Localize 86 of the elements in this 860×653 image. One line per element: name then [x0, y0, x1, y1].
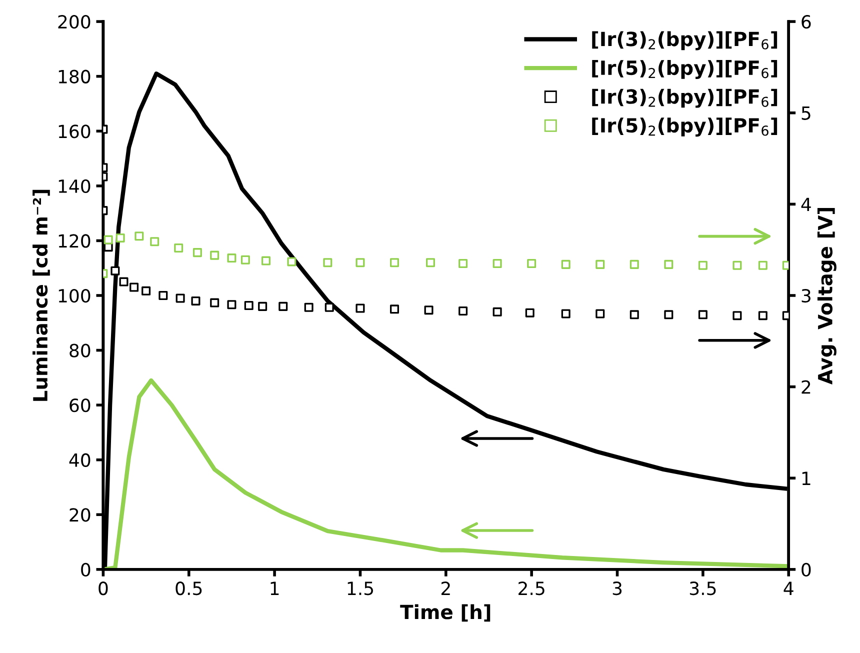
legend-label: [Ir(5)$_{2}$(bpy)][PF$_{6}$]: [592, 60, 778, 80]
point: [390, 258, 400, 268]
x-tick-label: 4: [784, 582, 794, 595]
y-tick-label: 200: [58, 15, 90, 29]
y2-tick-label: 2: [802, 380, 810, 394]
point: [664, 260, 674, 269]
point: [426, 258, 435, 268]
y2-tick-label: 6: [802, 15, 811, 29]
x-tick-label: 1: [270, 582, 279, 595]
point: [356, 304, 365, 313]
point: [191, 296, 200, 306]
point: [630, 310, 639, 320]
point: [304, 302, 314, 312]
x-tick-label: 3: [612, 582, 622, 596]
y-tick-label: 120: [58, 234, 90, 248]
point: [525, 308, 534, 318]
point: [664, 310, 674, 320]
x-tick-label: 0.5: [176, 582, 202, 596]
point: [424, 306, 434, 315]
point: [244, 301, 254, 310]
legend-label: [Ir(5)$_{2}$(bpy)][PF$_{6}$]: [592, 118, 778, 137]
y-tick-label: 20: [70, 508, 90, 522]
point: [390, 304, 400, 314]
y2-tick-label: 4: [801, 198, 811, 212]
y-tick-label: 160: [58, 124, 90, 138]
point: [492, 259, 502, 268]
point: [561, 309, 570, 318]
point: [142, 286, 151, 296]
point: [323, 258, 332, 268]
point: [698, 310, 708, 320]
point: [758, 260, 768, 270]
point: [596, 309, 605, 318]
point: [287, 257, 296, 266]
point: [174, 243, 184, 253]
point: [527, 259, 536, 268]
point: [324, 302, 334, 312]
legend-label: [Ir(3)$_{2}$(bpy)][PF$_{6}$]: [592, 31, 778, 50]
x-tick-label: 3.5: [690, 582, 716, 596]
point: [134, 232, 144, 241]
point: [110, 266, 120, 276]
point: [758, 311, 768, 320]
x-tick-label: 2.5: [518, 582, 544, 596]
point: [116, 233, 125, 242]
y2-tick-label: 1: [802, 472, 810, 485]
y-tick-label: 140: [58, 179, 90, 194]
y-tick-label: 100: [58, 288, 90, 303]
y2-axis-title: Avg. Voltage [V]: [817, 208, 836, 384]
point: [596, 260, 605, 269]
y2-tick-label: 5: [802, 106, 810, 120]
point: [210, 298, 220, 308]
point: [258, 302, 268, 311]
point: [492, 307, 502, 316]
y2-tick-label: 0: [802, 562, 811, 577]
point: [356, 258, 365, 268]
y-tick-label: 180: [58, 70, 90, 84]
point: [104, 235, 113, 244]
point: [732, 311, 742, 320]
y-axis-title: Luminance [cd m⁻²]: [32, 190, 50, 401]
x-tick-label: 2: [441, 582, 450, 595]
point: [158, 290, 168, 300]
x-axis-title: Time [h]: [400, 604, 490, 622]
point: [119, 277, 128, 286]
y-tick-label: 0: [81, 562, 90, 577]
point: [458, 259, 468, 268]
y-tick-label: 80: [70, 344, 90, 358]
point: [561, 260, 570, 269]
point: [210, 250, 220, 260]
point: [176, 294, 185, 303]
x-tick-label: 1.5: [348, 582, 374, 596]
point: [150, 237, 160, 246]
x-tick-label: 0: [98, 582, 108, 596]
point: [698, 260, 708, 270]
y2-tick-label: 3: [802, 288, 810, 303]
y-tick-label: 60: [70, 398, 90, 412]
point: [227, 300, 236, 310]
point: [458, 306, 468, 316]
point: [240, 255, 250, 264]
point: [192, 248, 202, 258]
point: [261, 256, 270, 266]
y-tick-label: 40: [69, 453, 90, 467]
point: [227, 254, 236, 263]
point: [630, 260, 639, 269]
legend-label: [Ir(3)$_{2}$(bpy)][PF$_{6}$]: [592, 88, 778, 108]
point: [732, 260, 742, 270]
point: [130, 282, 139, 292]
point: [278, 302, 288, 311]
